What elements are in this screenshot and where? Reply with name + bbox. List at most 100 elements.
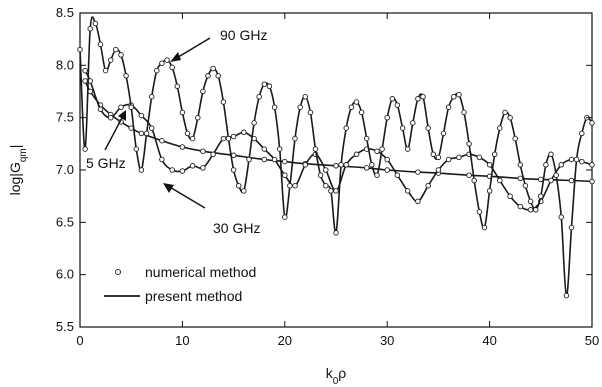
data-point bbox=[97, 106, 104, 113]
annotation-90ghz-arrowhead bbox=[170, 52, 181, 62]
x-tick-label: 30 bbox=[380, 333, 394, 348]
data-point bbox=[210, 65, 216, 72]
y-axis-title: log|Gqm| bbox=[7, 145, 29, 196]
data-point bbox=[558, 214, 565, 220]
data-point bbox=[440, 130, 447, 137]
data-point bbox=[363, 135, 370, 142]
data-point bbox=[241, 188, 247, 194]
series-layer bbox=[77, 16, 595, 299]
data-point bbox=[215, 73, 221, 79]
data-point bbox=[323, 167, 329, 173]
annotation-30ghz-arrowhead bbox=[163, 183, 174, 193]
data-point bbox=[184, 130, 191, 137]
x-tick-label: 40 bbox=[482, 333, 496, 348]
data-point bbox=[261, 146, 268, 152]
data-point bbox=[522, 182, 529, 189]
annotation-5ghz-label: 5 GHz bbox=[86, 155, 126, 171]
data-point bbox=[384, 114, 390, 121]
data-point bbox=[358, 109, 365, 116]
data-point bbox=[491, 151, 498, 158]
data-point bbox=[589, 162, 595, 168]
data-point bbox=[200, 165, 206, 171]
data-point bbox=[169, 167, 175, 173]
data-point bbox=[486, 162, 493, 168]
data-point bbox=[517, 175, 524, 182]
data-point bbox=[348, 104, 355, 110]
data-point bbox=[195, 114, 201, 121]
data-point bbox=[456, 154, 462, 161]
data-point bbox=[220, 99, 227, 105]
data-point bbox=[343, 162, 349, 168]
data-point bbox=[425, 182, 431, 189]
data-point bbox=[502, 109, 508, 116]
data-point bbox=[379, 146, 385, 152]
data-point bbox=[271, 104, 278, 110]
data-point bbox=[548, 151, 554, 158]
data-point bbox=[415, 169, 421, 175]
data-point bbox=[435, 167, 442, 173]
data-point bbox=[404, 146, 411, 152]
data-point bbox=[404, 188, 411, 194]
data-point bbox=[251, 120, 257, 126]
data-point bbox=[589, 120, 595, 126]
annotation-30ghz: 30 GHz bbox=[163, 183, 260, 236]
data-point bbox=[333, 230, 339, 236]
data-point bbox=[82, 146, 88, 152]
data-point bbox=[97, 41, 104, 48]
data-point bbox=[466, 141, 472, 147]
data-point bbox=[179, 109, 186, 116]
data-point bbox=[113, 46, 119, 53]
data-point bbox=[179, 144, 186, 150]
data-point bbox=[133, 146, 140, 152]
data-point bbox=[138, 112, 145, 119]
data-point bbox=[338, 162, 344, 168]
y-tick-label: 5.5 bbox=[56, 319, 74, 334]
data-point bbox=[471, 177, 477, 184]
data-point bbox=[200, 148, 206, 154]
annotation-5ghz: 5 GHz bbox=[86, 110, 126, 171]
data-point bbox=[527, 198, 534, 205]
data-point bbox=[230, 167, 237, 173]
data-point bbox=[107, 114, 114, 121]
annotation-90ghz-label: 90 GHz bbox=[220, 27, 267, 43]
data-point bbox=[425, 125, 431, 131]
series-5ghz bbox=[82, 78, 595, 185]
data-point bbox=[394, 102, 401, 108]
data-point bbox=[82, 67, 88, 74]
data-point bbox=[415, 96, 421, 102]
data-point bbox=[553, 172, 559, 178]
data-point bbox=[333, 163, 339, 169]
data-point bbox=[87, 25, 93, 32]
data-point bbox=[517, 203, 524, 210]
data-point bbox=[174, 83, 181, 90]
data-point bbox=[399, 125, 406, 131]
data-point bbox=[118, 104, 124, 110]
data-point bbox=[548, 177, 554, 184]
annotation-30ghz-label: 30 GHz bbox=[213, 220, 260, 236]
data-point bbox=[486, 188, 493, 194]
data-point bbox=[527, 207, 534, 213]
data-point bbox=[507, 193, 513, 199]
data-point bbox=[563, 292, 570, 299]
data-point bbox=[461, 109, 467, 116]
data-point bbox=[445, 104, 452, 110]
data-point bbox=[179, 168, 186, 174]
data-point bbox=[497, 125, 503, 131]
data-point bbox=[189, 135, 196, 142]
data-point bbox=[302, 162, 309, 168]
annotation-90ghz-arrow bbox=[174, 37, 211, 60]
data-point bbox=[507, 114, 513, 121]
data-point bbox=[374, 148, 380, 154]
legend-label-numerical: numerical method bbox=[145, 264, 256, 280]
data-point bbox=[538, 193, 544, 199]
data-point bbox=[558, 162, 565, 168]
data-point bbox=[317, 172, 324, 178]
data-point bbox=[343, 125, 349, 131]
y-tick-label: 8.5 bbox=[56, 5, 74, 20]
data-point bbox=[435, 154, 442, 161]
legend-label-present: present method bbox=[145, 288, 242, 304]
annotation-30ghz-arrow bbox=[167, 185, 206, 209]
data-point bbox=[138, 167, 145, 173]
data-point bbox=[82, 78, 88, 84]
y-tick-label: 8.0 bbox=[56, 57, 74, 72]
